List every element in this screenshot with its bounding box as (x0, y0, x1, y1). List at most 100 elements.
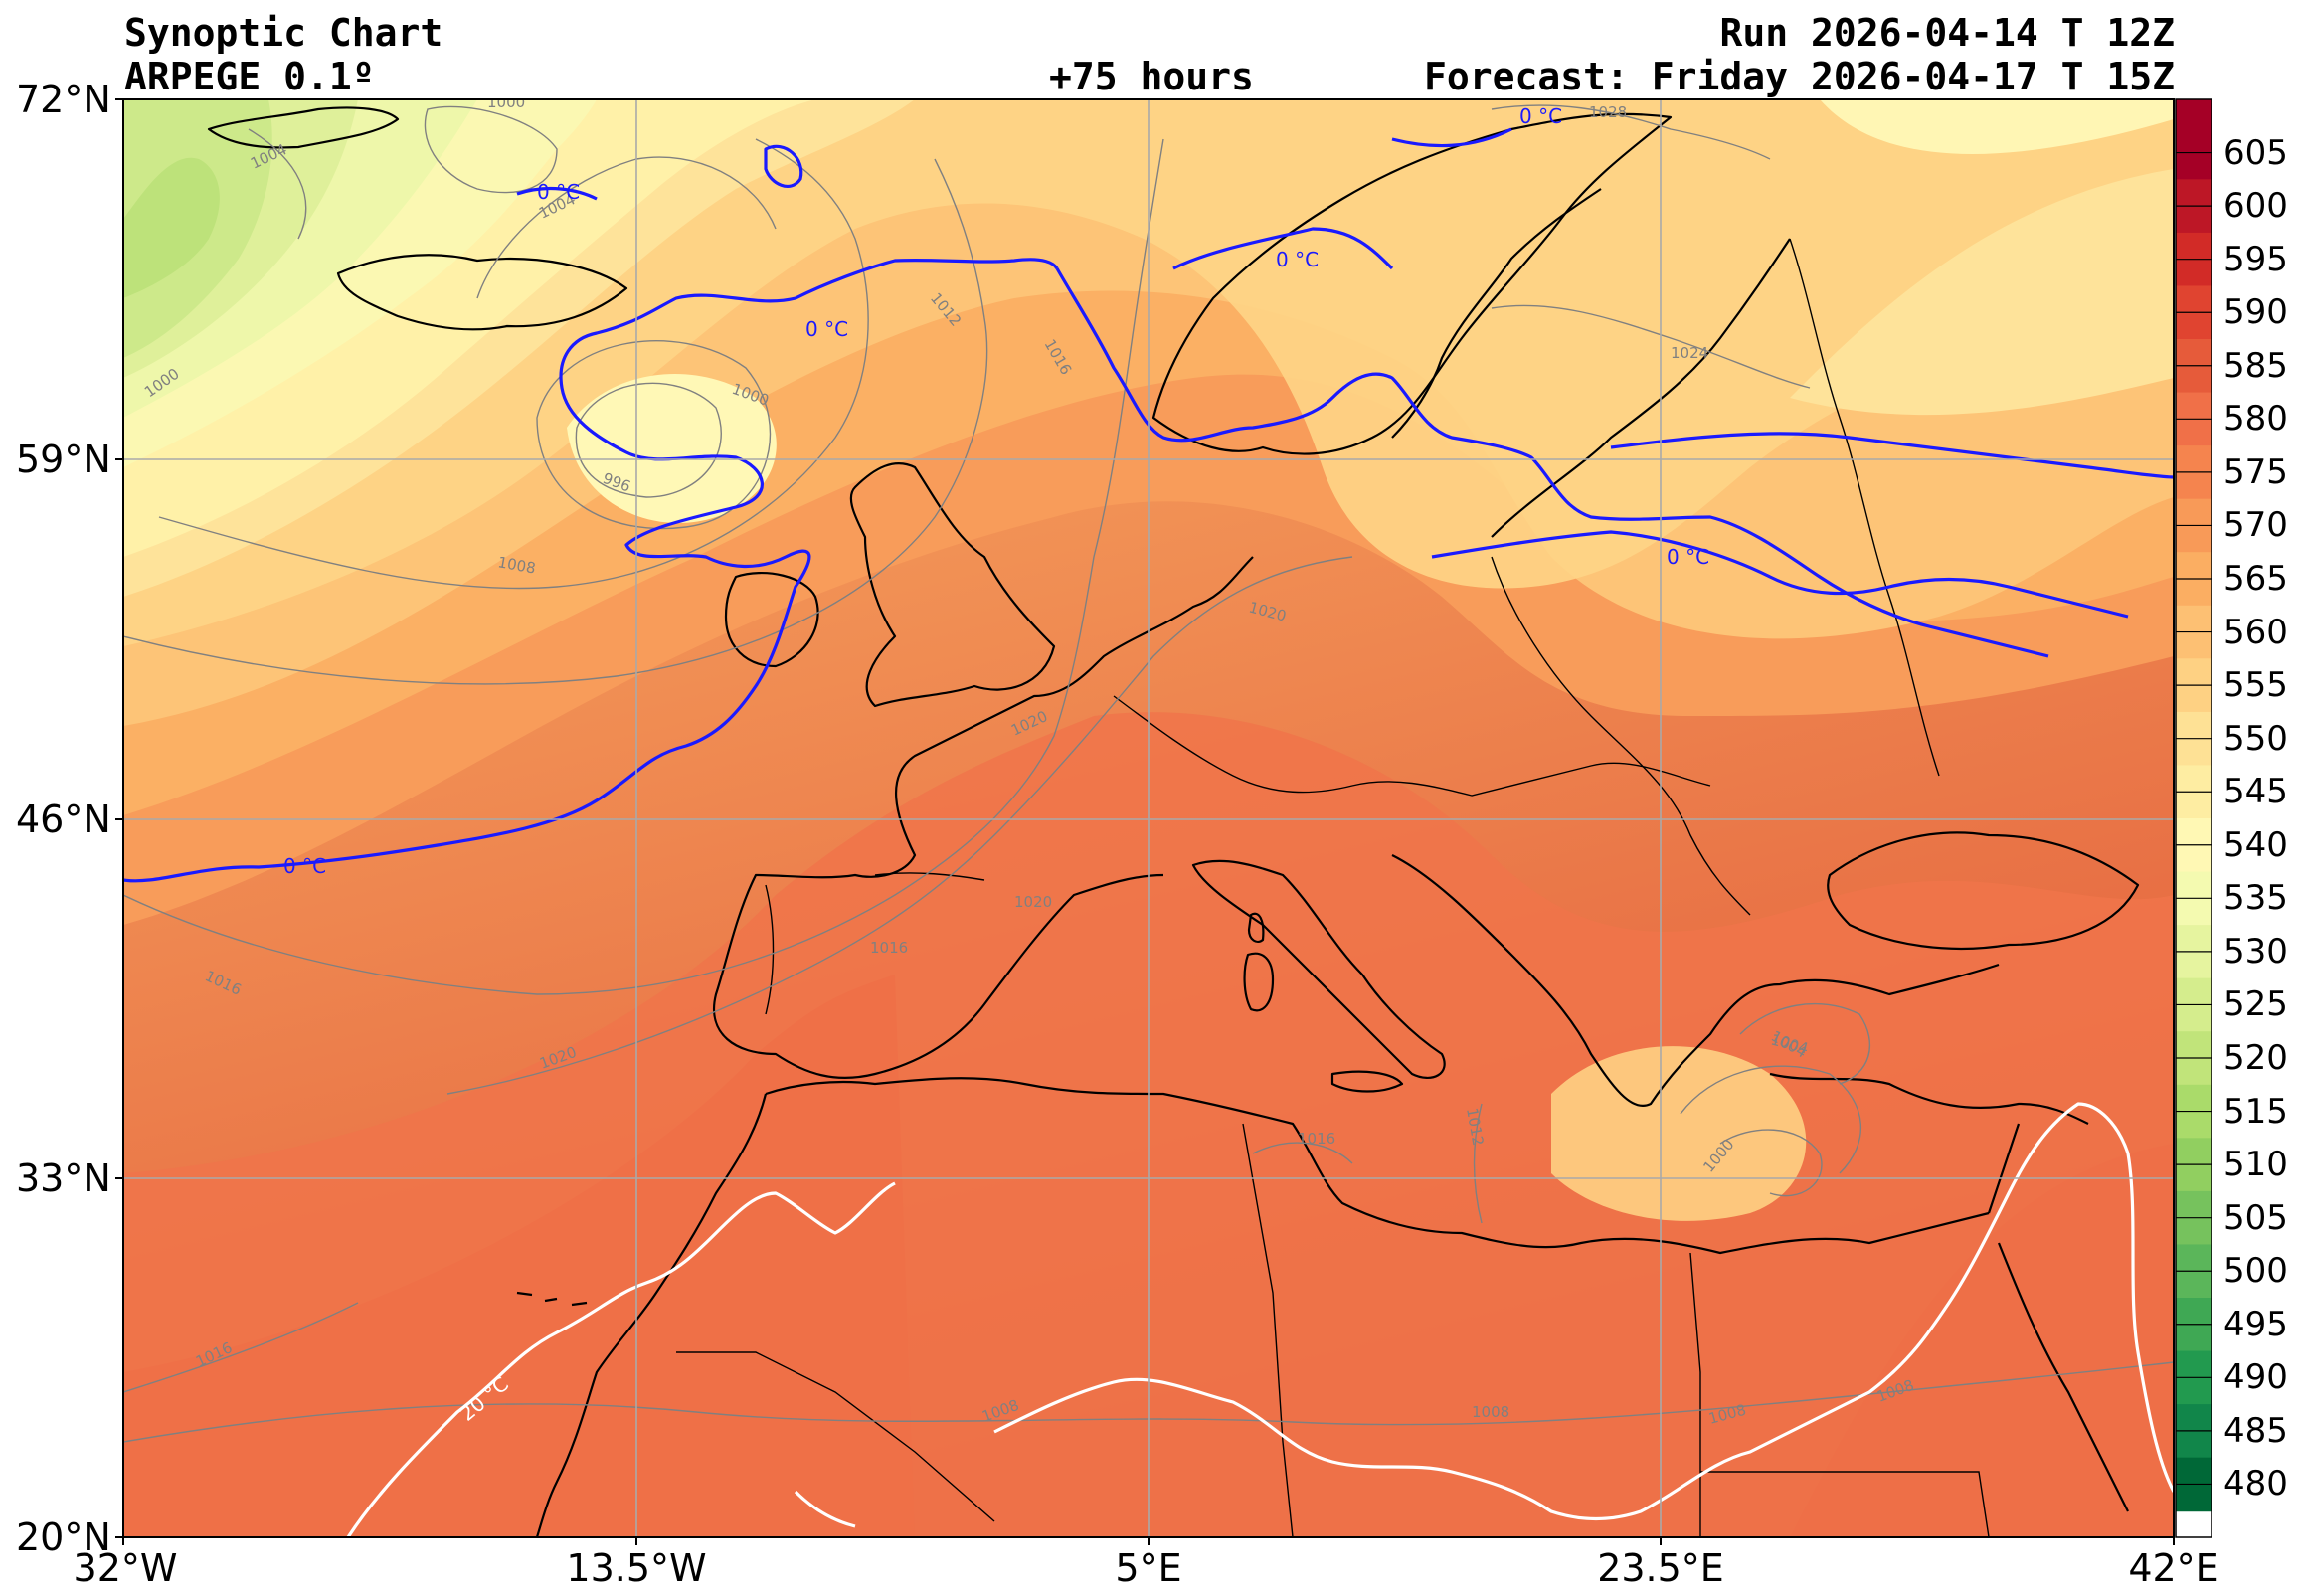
isobar-label: 1000 (487, 93, 525, 111)
black-sea-coast (1827, 831, 2140, 950)
great-britain-coast (849, 462, 1056, 708)
graticule (123, 99, 2174, 1537)
lat-label-33n: 33°N (16, 1156, 111, 1200)
colorbar-tick-label: 545 (2223, 772, 2288, 812)
colorbar-tick-label: 510 (2223, 1145, 2288, 1185)
iceland-coast (336, 254, 628, 331)
lead-time: +75 hours (1049, 55, 1254, 98)
colorbar-tick-label: 530 (2223, 931, 2288, 972)
band-545-east (1820, 99, 2174, 154)
isobar-label: 1024 (1671, 344, 1708, 362)
isobar-1016-med (1252, 1142, 1353, 1164)
coastlines (207, 106, 2140, 1537)
colorbar-tick-label: 585 (2223, 345, 2288, 386)
colorbar-frame (2175, 98, 2212, 1538)
isotherm-zero-baltic (1431, 530, 2129, 619)
ireland-coast (724, 572, 819, 668)
chart-title: Synoptic Chart (124, 11, 443, 55)
isobar-1028 (1491, 104, 1771, 160)
colorbar-tick-label: 595 (2223, 239, 2288, 279)
isobar-1008 (158, 138, 869, 590)
colorbar-tick-label: 495 (2223, 1304, 2288, 1344)
isobar-label: 1008 (1472, 1403, 1509, 1421)
isobar-1000-low (536, 340, 772, 530)
colorbar-tick-label: 540 (2223, 824, 2288, 865)
isobar-1016 (123, 138, 1164, 995)
canary-islands (516, 1291, 588, 1307)
colorbar-tick-label: 560 (2223, 612, 2288, 652)
colorbar (2176, 99, 2212, 1512)
isobar-label: 1028 (1589, 103, 1627, 121)
isotherm-zero-labels: 0 °C 0 °C 0 °C 0 °C 0 °C 0 °C (283, 104, 1709, 878)
italy-coast (1191, 859, 1446, 1079)
sardinia-coast (1243, 952, 1275, 1012)
europe-west-coast (713, 556, 1254, 1080)
isotherm-zero-blob1 (764, 144, 803, 188)
sweden-east-coast (1391, 188, 1602, 439)
run-time: Run 2026-04-14 T 12Z (1719, 11, 2175, 55)
colorbar-tick-label: 565 (2223, 559, 2288, 599)
colorbar-tick-label: 500 (2223, 1251, 2288, 1292)
lon-label-5e: 5°E (1115, 1546, 1182, 1590)
colorbar-tick-label: 535 (2223, 878, 2288, 919)
band-540-lowcore (567, 374, 777, 523)
colorbar-tick-label: 515 (2223, 1091, 2288, 1132)
forecast-time: Forecast: Friday 2026-04-17 T 15Z (1424, 55, 2175, 98)
colorbar-tick-label: 555 (2223, 665, 2288, 706)
isotherm-zero-main (123, 258, 1059, 883)
north-africa-coast (765, 1077, 1990, 1255)
isobar-1012-east (1473, 1103, 1483, 1224)
colorbar-tick-label: 525 (2223, 984, 2288, 1025)
isotherm-zero-label-3: 0 °C (805, 317, 848, 341)
isotherm-twenty-west (346, 1181, 896, 1537)
isotherm-zero-label-4: 0 °C (1276, 248, 1319, 271)
colorbar-tick-label: 480 (2223, 1464, 2288, 1505)
isobar-1004-east (1739, 1002, 1870, 1085)
isotherm-twenty-sahara (993, 1102, 2174, 1521)
isotherm-zero-russia (1610, 432, 2174, 479)
colorbar-tick-label: 520 (2223, 1038, 2288, 1078)
border-east-europe (1491, 556, 1751, 916)
lon-label-13-5w: 13.5°W (566, 1546, 707, 1590)
turkey-coast (1769, 1072, 2089, 1125)
balkan-coast (1391, 854, 2000, 1107)
colorbar-tick-label: 600 (2223, 186, 2288, 227)
isobar-1008-east (1680, 1065, 1861, 1174)
isobar-label: 1016 (870, 939, 908, 957)
greenland-coast (207, 106, 400, 149)
isobar-label: 1020 (1014, 893, 1052, 911)
band-560-aegean (1551, 1046, 1807, 1221)
isotherm-twenty-south (794, 1490, 856, 1528)
levant-coast (1987, 1123, 2129, 1512)
lon-label-32w: 32°W (73, 1546, 178, 1590)
lat-label-72n: 72°N (16, 78, 111, 121)
border-russia (1789, 238, 1940, 777)
isotherm-zero-label-2: 0 °C (537, 180, 580, 204)
colorbar-segment (2176, 99, 2212, 181)
isobar-1008-south (123, 1361, 2174, 1443)
isotherm-zero-label-5: 0 °C (1519, 104, 1562, 128)
isotherm-zero-blob2 (516, 186, 598, 201)
isobar-1016-south (123, 1302, 359, 1393)
border-sahara-2 (1242, 1123, 1294, 1537)
border-sahara-3 (1689, 1252, 1701, 1537)
isobar-1020 (446, 556, 1353, 1095)
isotherm-zero-label-6: 0 °C (1667, 545, 1709, 569)
colorbar-tick-label: 575 (2223, 451, 2288, 492)
sicily-coast (1330, 1070, 1404, 1093)
isobar-label: 1016 (1298, 1130, 1335, 1148)
lon-label-23-5e: 23.5°E (1597, 1546, 1724, 1590)
lon-label-42e: 42°E (2128, 1546, 2219, 1590)
isobar-1000-east (1719, 1129, 1823, 1197)
colorbar-tick-label: 590 (2223, 292, 2288, 333)
lat-label-20n: 20°N (16, 1515, 111, 1559)
lat-label-59n: 59°N (16, 438, 111, 481)
border-spain-portugal (765, 884, 775, 1015)
isotherm-zero-arctic (1172, 127, 1512, 270)
axis-ticks (115, 98, 2175, 1545)
border-central-europe (1113, 695, 1711, 797)
lat-label-46n: 46°N (16, 798, 111, 841)
west-africa-coast (535, 1093, 768, 1537)
border-sahara-1 (676, 1351, 995, 1522)
